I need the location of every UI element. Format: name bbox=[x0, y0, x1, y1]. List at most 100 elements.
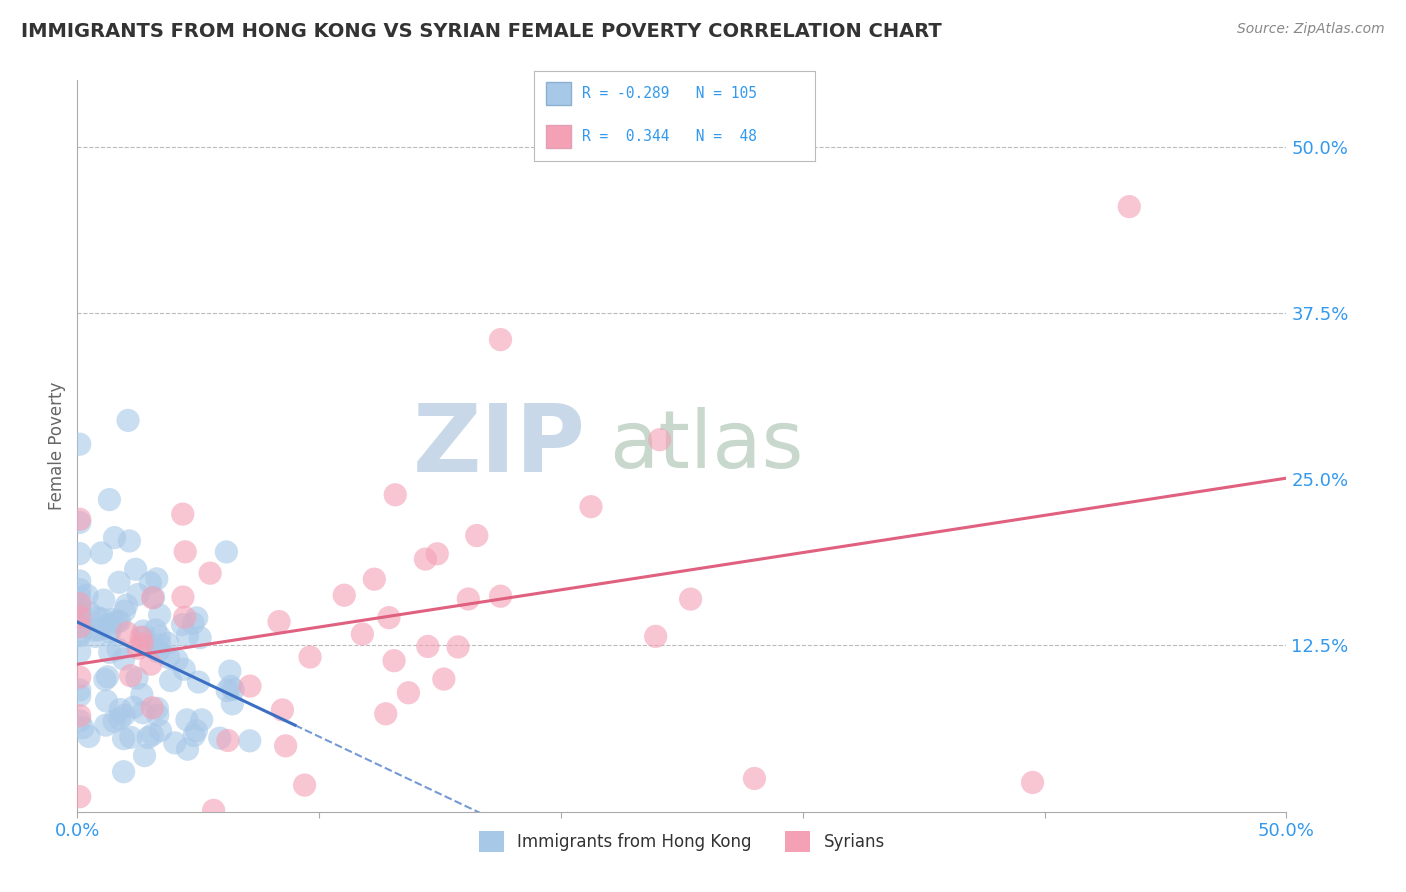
Point bbox=[146, 701, 169, 715]
Point bbox=[69, 620, 91, 634]
Point bbox=[172, 617, 194, 632]
Point bbox=[125, 671, 148, 685]
Point bbox=[181, 616, 204, 631]
Point bbox=[384, 488, 406, 502]
Point bbox=[69, 789, 91, 804]
Point bbox=[173, 662, 195, 676]
Point bbox=[134, 748, 156, 763]
Point bbox=[267, 615, 290, 629]
Point bbox=[96, 694, 118, 708]
Point bbox=[146, 572, 169, 586]
Point bbox=[69, 629, 91, 643]
Point bbox=[173, 610, 195, 624]
Y-axis label: Female Poverty: Female Poverty bbox=[48, 382, 66, 510]
Point bbox=[69, 689, 91, 703]
Point bbox=[644, 629, 666, 643]
Point bbox=[221, 697, 243, 711]
Point bbox=[108, 712, 131, 726]
Point bbox=[117, 413, 139, 427]
Point bbox=[163, 736, 186, 750]
Point bbox=[69, 607, 91, 621]
Bar bbox=[546, 125, 571, 148]
Point bbox=[208, 731, 231, 746]
Point bbox=[222, 682, 245, 697]
Point bbox=[166, 653, 188, 667]
Point bbox=[108, 575, 131, 590]
Point bbox=[363, 572, 385, 586]
Legend: Immigrants from Hong Kong, Syrians: Immigrants from Hong Kong, Syrians bbox=[472, 824, 891, 858]
Point bbox=[127, 587, 149, 601]
Point bbox=[69, 619, 91, 633]
Point bbox=[433, 672, 456, 686]
Bar bbox=[546, 82, 571, 105]
Point bbox=[108, 615, 131, 629]
Point bbox=[489, 333, 512, 347]
Point bbox=[294, 778, 316, 792]
Point bbox=[69, 645, 91, 659]
Text: atlas: atlas bbox=[609, 407, 804, 485]
Point bbox=[139, 575, 162, 590]
Point bbox=[79, 606, 101, 620]
Point bbox=[149, 607, 172, 622]
Point bbox=[127, 641, 149, 656]
Point bbox=[98, 645, 121, 659]
Point bbox=[131, 637, 153, 651]
Point bbox=[98, 622, 121, 636]
Point bbox=[157, 650, 180, 665]
Point bbox=[271, 703, 294, 717]
Point bbox=[215, 545, 238, 559]
Point bbox=[122, 700, 145, 714]
Point bbox=[136, 731, 159, 745]
Point bbox=[105, 614, 128, 628]
Point bbox=[87, 623, 110, 637]
Point bbox=[172, 507, 194, 521]
Point bbox=[146, 645, 169, 659]
Point bbox=[156, 636, 179, 650]
Point bbox=[648, 433, 671, 447]
Point bbox=[84, 629, 107, 643]
Point bbox=[145, 623, 167, 637]
Point bbox=[98, 492, 121, 507]
Point bbox=[69, 615, 91, 630]
Point bbox=[90, 546, 112, 560]
Point bbox=[132, 706, 155, 720]
Point bbox=[187, 675, 209, 690]
Point bbox=[132, 630, 155, 644]
Point bbox=[107, 642, 129, 657]
Point bbox=[108, 703, 131, 717]
Text: ZIP: ZIP bbox=[412, 400, 585, 492]
Point bbox=[114, 604, 136, 618]
Point bbox=[69, 547, 91, 561]
Point bbox=[69, 708, 91, 723]
Text: IMMIGRANTS FROM HONG KONG VS SYRIAN FEMALE POVERTY CORRELATION CHART: IMMIGRANTS FROM HONG KONG VS SYRIAN FEMA… bbox=[21, 22, 942, 41]
Point bbox=[159, 673, 181, 688]
Point bbox=[149, 723, 172, 738]
Point bbox=[103, 531, 125, 545]
Point bbox=[378, 610, 401, 624]
Point bbox=[112, 652, 135, 666]
Point bbox=[115, 626, 138, 640]
Text: R =  0.344   N =  48: R = 0.344 N = 48 bbox=[582, 129, 756, 144]
Point bbox=[1021, 775, 1043, 789]
Point bbox=[148, 630, 170, 644]
Point bbox=[97, 617, 120, 632]
Point bbox=[141, 701, 163, 715]
Point bbox=[374, 706, 396, 721]
Point bbox=[465, 528, 488, 542]
Point bbox=[579, 500, 602, 514]
Point bbox=[132, 624, 155, 638]
Point bbox=[146, 708, 169, 723]
Point bbox=[69, 516, 91, 530]
Point bbox=[103, 714, 125, 729]
Point bbox=[176, 742, 198, 756]
Point bbox=[69, 601, 91, 615]
Point bbox=[112, 731, 135, 746]
Point bbox=[744, 772, 766, 786]
Point bbox=[69, 609, 91, 624]
Point bbox=[94, 673, 117, 687]
Point bbox=[69, 714, 91, 728]
Point bbox=[239, 679, 262, 693]
Point bbox=[138, 640, 160, 654]
Point bbox=[69, 683, 91, 698]
Point bbox=[69, 437, 91, 451]
